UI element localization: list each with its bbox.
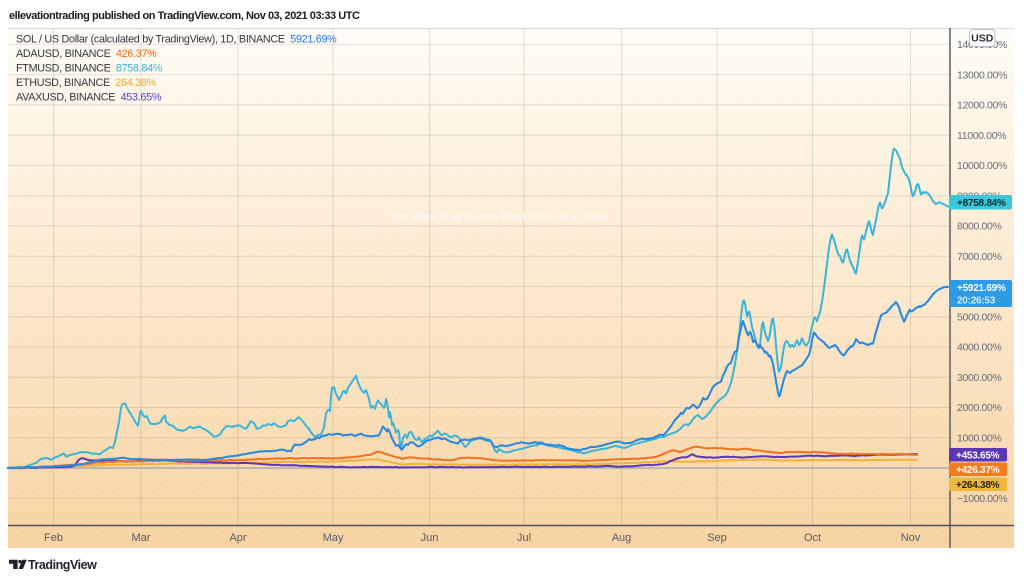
svg-text:ellevationtrading published on: ellevationtrading published on TradingVi… (9, 10, 360, 22)
svg-text:TradingView: TradingView (28, 558, 97, 572)
svg-text:7000.00%: 7000.00% (957, 251, 1002, 263)
svg-text:Feb: Feb (44, 532, 63, 544)
svg-text:+453.65%: +453.65% (956, 451, 1000, 462)
svg-text:Jul: Jul (517, 532, 531, 544)
svg-text:SOL / US Dollar (calculated by: SOL / US Dollar (calculated by TradingVi… (16, 34, 337, 46)
svg-text:Top edge of long-term trend ch: Top edge of long-term trend channel at $… (391, 211, 607, 223)
svg-text:3000.00%: 3000.00% (957, 372, 1002, 384)
svg-text:+5921.69%: +5921.69% (957, 283, 1006, 294)
svg-text:2000.00%: 2000.00% (957, 402, 1002, 414)
svg-text:ADAUSD, BINANCE 426.37%: ADAUSD, BINANCE 426.37% (16, 48, 157, 60)
svg-text:Sep: Sep (707, 532, 727, 544)
svg-text:Nov: Nov (901, 532, 921, 544)
svg-text:AVAXUSD, BINANCE 453.65%: AVAXUSD, BINANCE 453.65% (16, 92, 162, 104)
svg-text:USD: USD (971, 33, 994, 45)
svg-text:Aug: Aug (612, 532, 632, 544)
svg-text:10000.00%: 10000.00% (957, 160, 1007, 172)
svg-text:ETHUSD, BINANCE 264.38%: ETHUSD, BINANCE 264.38% (16, 77, 157, 89)
svg-text:+426.37%: +426.37% (956, 465, 1000, 476)
svg-text:8000.00%: 8000.00% (957, 221, 1002, 233)
svg-text:Apr: Apr (229, 532, 246, 544)
svg-text:20:26:53: 20:26:53 (957, 296, 996, 307)
svg-text:FTMUSD, BINANCE 8758.84%: FTMUSD, BINANCE 8758.84% (16, 63, 163, 75)
svg-text:1000.00%: 1000.00% (957, 432, 1002, 444)
svg-text:4000.00%: 4000.00% (957, 342, 1002, 354)
svg-text:12000.00%: 12000.00% (957, 100, 1007, 112)
svg-text:Mar: Mar (132, 532, 151, 544)
svg-text:Oct: Oct (804, 532, 821, 544)
svg-text:+264.38%: +264.38% (956, 480, 1000, 491)
svg-text:Jun: Jun (421, 532, 439, 544)
svg-text:11000.00%: 11000.00% (957, 130, 1006, 142)
svg-text:13000.00%: 13000.00% (957, 69, 1007, 81)
svg-text:+8758.84%: +8758.84% (957, 198, 1006, 209)
svg-text:−1000.00%: −1000.00% (957, 493, 1007, 505)
svg-text:May: May (323, 532, 344, 544)
svg-text:5000.00%: 5000.00% (957, 311, 1002, 323)
